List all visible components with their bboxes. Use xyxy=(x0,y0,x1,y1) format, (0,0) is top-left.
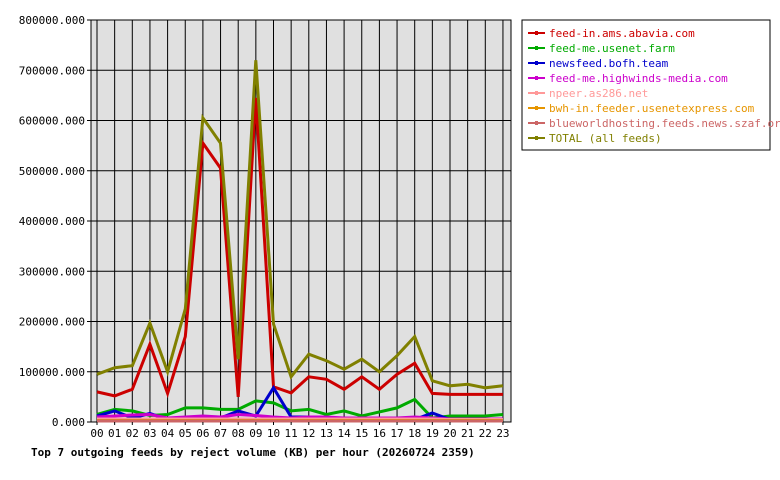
x-tick-label: 10 xyxy=(267,427,280,440)
y-tick-label: 200000.000 xyxy=(19,316,85,329)
series-line-0 xyxy=(96,97,503,399)
x-tick-label: 04 xyxy=(161,427,175,440)
x-tick-label: 02 xyxy=(126,427,139,440)
y-tick-label: 100000.000 xyxy=(19,366,85,379)
x-tick-label: 19 xyxy=(426,427,439,440)
legend-swatch-marker xyxy=(535,31,538,35)
legend-label: feed-me.highwinds-media.com xyxy=(549,72,728,85)
x-tick-label: 22 xyxy=(479,427,492,440)
y-tick-label: 0.000 xyxy=(52,416,85,429)
x-tick-label: 05 xyxy=(179,427,192,440)
x-tick-label: 13 xyxy=(320,427,333,440)
x-tick-label: 06 xyxy=(196,427,209,440)
y-tick-label: 700000.000 xyxy=(19,64,85,77)
chart-title: Top 7 outgoing feeds by reject volume (K… xyxy=(31,446,475,459)
y-tick-label: 300000.000 xyxy=(19,265,85,278)
legend-label: feed-me.usenet.farm xyxy=(549,42,675,55)
legend-swatch-marker xyxy=(535,106,538,110)
legend-box xyxy=(521,19,771,151)
x-tick-label: 14 xyxy=(337,427,351,440)
x-tick-label: 17 xyxy=(390,427,403,440)
x-tick-label: 16 xyxy=(373,427,386,440)
x-tick-label: 21 xyxy=(461,427,474,440)
series-line-7 xyxy=(96,60,504,390)
x-tick-label: 07 xyxy=(214,427,227,440)
legend-label: feed-in.ams.abavia.com xyxy=(549,27,695,40)
x-tick-label: 11 xyxy=(285,427,298,440)
x-tick-label: 18 xyxy=(408,427,421,440)
legend-label: bwh-in.feeder.usenetexpress.com xyxy=(549,102,755,115)
x-axis: 00 01 02 03 04 05 06 07 08 09 10 11 12 13 14 15 16 17 18 19… xyxy=(90,422,510,440)
legend-swatch-marker xyxy=(535,136,538,140)
x-tick-label: 03 xyxy=(143,427,156,440)
x-tick-label: 23 xyxy=(496,427,509,440)
y-tick-label: 800000.000 xyxy=(19,14,85,27)
x-tick-label: 08 xyxy=(232,427,245,440)
x-tick-label: 09 xyxy=(249,427,262,440)
x-tick-label: 20 xyxy=(443,427,456,440)
legend-swatch-marker xyxy=(535,121,538,125)
x-tick-label: 15 xyxy=(355,427,368,440)
series-lines xyxy=(96,60,504,423)
legend-swatch-marker xyxy=(535,91,538,95)
legend: feed-in.ams.abavia.com feed-me.usenet.far… xyxy=(521,19,780,151)
legend-swatch-marker xyxy=(535,46,538,50)
legend-label: npeer.as286.net xyxy=(549,87,648,100)
x-tick-label: 00 xyxy=(90,427,103,440)
legend-label: blueworldhosting.feeds.news.szaf.org xyxy=(549,117,780,130)
y-tick-label: 400000.000 xyxy=(19,215,85,228)
y-axis: 0.000 100000.000 200000.000 300000.000 40000… xyxy=(19,14,91,429)
legend-swatch-marker xyxy=(535,61,538,65)
y-tick-label: 500000.000 xyxy=(19,165,85,178)
legend-swatch-marker xyxy=(535,76,538,80)
y-tick-label: 600000.000 xyxy=(19,115,85,128)
legend-label: newsfeed.bofh.team xyxy=(549,57,669,70)
legend-label: TOTAL (all feeds) xyxy=(549,132,662,145)
x-tick-label: 01 xyxy=(108,427,121,440)
x-tick-label: 12 xyxy=(302,427,315,440)
